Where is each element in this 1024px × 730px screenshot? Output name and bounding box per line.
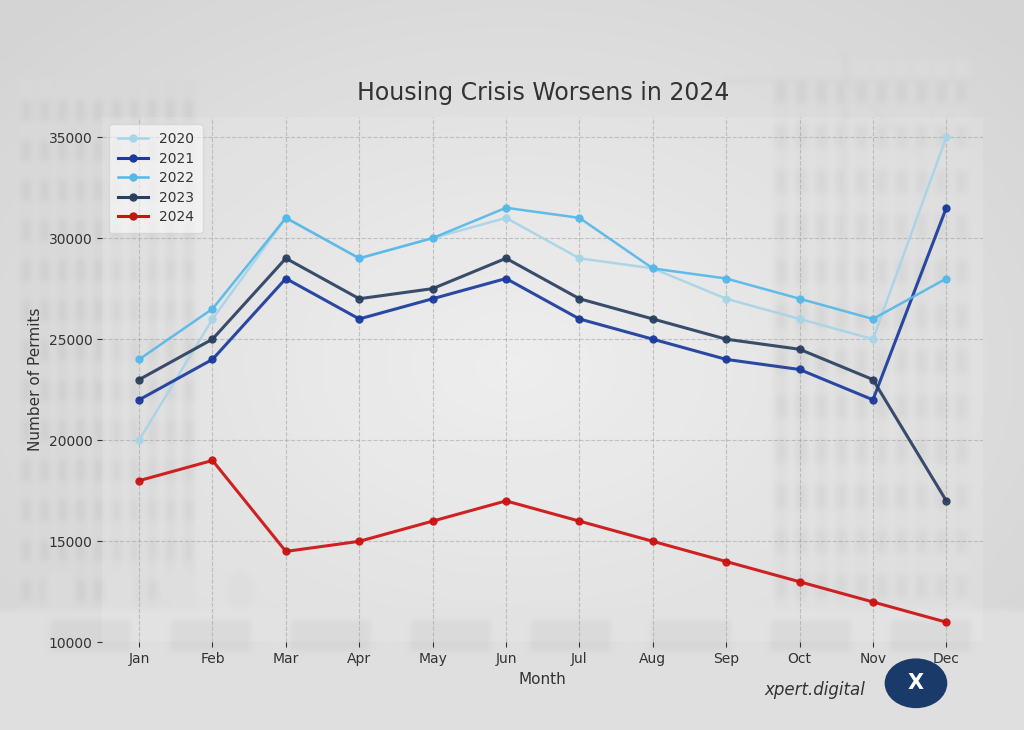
2022 — [353, 254, 366, 263]
2023 — [133, 375, 145, 384]
2022 — [206, 304, 219, 313]
2024 — [866, 598, 879, 607]
2021 — [940, 204, 952, 212]
Legend: 2020, 2021, 2022, 2023, 2024: 2020, 2021, 2022, 2023, 2024 — [110, 124, 203, 233]
2021 — [720, 355, 732, 364]
2021 — [133, 396, 145, 404]
2023 — [353, 294, 366, 303]
2020 — [133, 436, 145, 445]
2020 — [426, 234, 438, 242]
2023 — [426, 284, 438, 293]
2022 — [866, 315, 879, 323]
2024 — [426, 517, 438, 526]
2022 — [500, 204, 512, 212]
2024 — [500, 496, 512, 505]
2022 — [426, 234, 438, 242]
2023 — [206, 335, 219, 344]
Line: 2023: 2023 — [135, 255, 950, 504]
2023 — [720, 335, 732, 344]
2021 — [647, 335, 659, 344]
2021 — [280, 274, 292, 283]
2020 — [573, 254, 586, 263]
2024 — [573, 517, 586, 526]
2020 — [206, 315, 219, 323]
Y-axis label: Number of Permits: Number of Permits — [29, 308, 43, 451]
2023 — [280, 254, 292, 263]
2021 — [426, 294, 438, 303]
2022 — [940, 274, 952, 283]
Line: 2022: 2022 — [135, 204, 950, 363]
2021 — [866, 396, 879, 404]
2020 — [280, 213, 292, 222]
2022 — [573, 213, 586, 222]
2021 — [500, 274, 512, 283]
2020 — [353, 254, 366, 263]
2020 — [940, 133, 952, 142]
Title: Housing Crisis Worsens in 2024: Housing Crisis Worsens in 2024 — [356, 81, 729, 105]
2020 — [647, 264, 659, 273]
Line: 2024: 2024 — [135, 457, 950, 626]
2021 — [794, 365, 806, 374]
2021 — [573, 315, 586, 323]
2024 — [353, 537, 366, 546]
2020 — [500, 213, 512, 222]
2021 — [353, 315, 366, 323]
2024 — [647, 537, 659, 546]
2024 — [133, 476, 145, 485]
2023 — [500, 254, 512, 263]
2023 — [647, 315, 659, 323]
2022 — [133, 355, 145, 364]
2022 — [647, 264, 659, 273]
2022 — [280, 213, 292, 222]
2020 — [794, 315, 806, 323]
2024 — [940, 618, 952, 626]
Circle shape — [886, 659, 946, 707]
2023 — [573, 294, 586, 303]
Text: xpert.digital: xpert.digital — [764, 681, 865, 699]
2023 — [940, 496, 952, 505]
2022 — [794, 294, 806, 303]
2024 — [720, 557, 732, 566]
2022 — [720, 274, 732, 283]
2024 — [794, 577, 806, 586]
Text: X: X — [908, 673, 924, 694]
X-axis label: Month: Month — [519, 672, 566, 687]
2021 — [206, 355, 219, 364]
2024 — [280, 547, 292, 556]
2020 — [866, 335, 879, 344]
2023 — [794, 345, 806, 353]
2024 — [206, 456, 219, 465]
Line: 2020: 2020 — [135, 134, 950, 444]
2020 — [720, 294, 732, 303]
2023 — [866, 375, 879, 384]
Line: 2021: 2021 — [135, 204, 950, 403]
